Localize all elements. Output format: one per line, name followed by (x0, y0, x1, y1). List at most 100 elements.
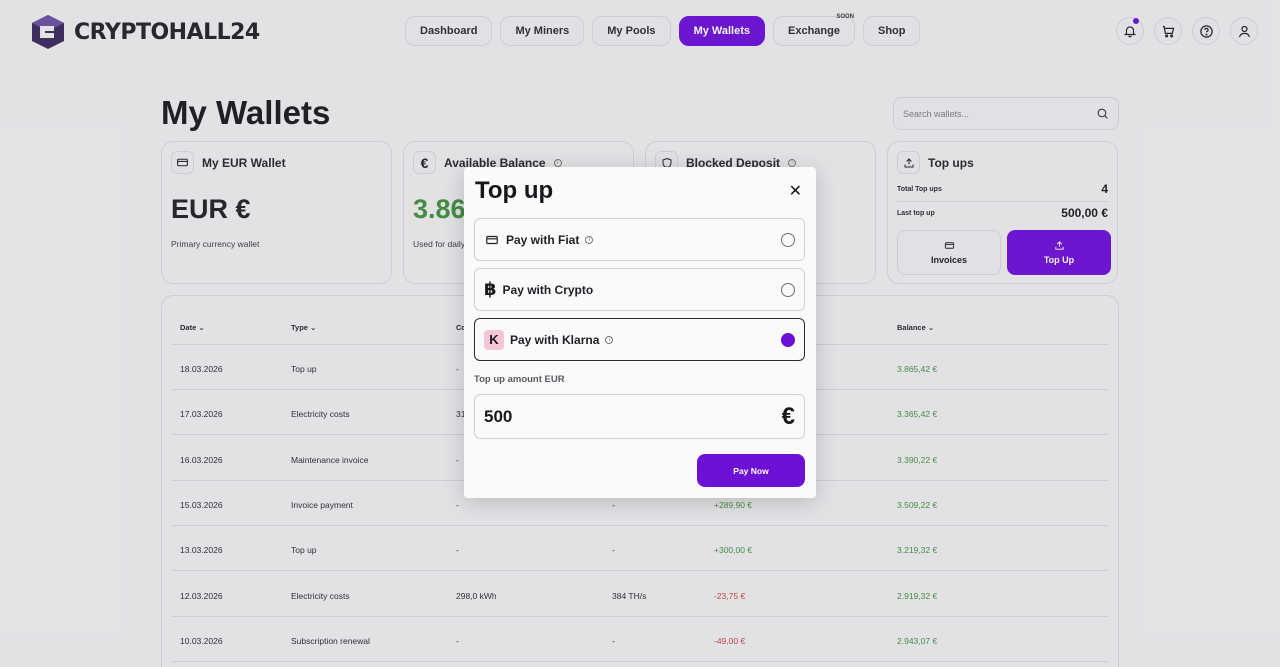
cell-date: 12.03.2026 (180, 590, 223, 601)
divider (172, 524, 1108, 526)
cell-consumption: - (456, 545, 459, 556)
column-header-type[interactable]: Type ⌄ (291, 323, 316, 332)
nav-label: My Pools (607, 25, 656, 37)
cart-icon (1162, 25, 1174, 37)
cell-type: Electricity costs (291, 409, 350, 420)
user-icon (1238, 25, 1250, 37)
info-icon[interactable]: i (553, 158, 562, 167)
euro-icon-box: € (413, 151, 436, 174)
credit-card-icon (486, 235, 498, 244)
invoices-button[interactable]: Invoices (897, 230, 1001, 275)
option-label: Pay with Klarna (510, 332, 600, 347)
upload-icon (1054, 241, 1064, 250)
card-title: Available Balance (444, 155, 546, 170)
last-top-up-value: 500,00 € (1061, 206, 1108, 220)
column-header-balance[interactable]: Balance ⌄ (897, 323, 934, 332)
klarna-radio[interactable] (781, 332, 795, 347)
cell-hashrate: - (612, 545, 615, 556)
nav-label: My Wallets (693, 25, 751, 37)
pay-with-crypto-option[interactable]: ฿ Pay with Crypto (474, 268, 805, 311)
invoices-label: Invoices (930, 255, 968, 265)
nav-exchange[interactable]: Exchange SOON (773, 14, 855, 46)
brand-logo[interactable]: CRYPTOHALL24 (30, 14, 260, 50)
search-icon[interactable] (1096, 107, 1109, 120)
header-label: Balance (897, 323, 926, 332)
top-ups-card: Top ups Total Top ups 4 Last top up 500,… (887, 141, 1118, 284)
cell-date: 17.03.2026 (180, 409, 223, 420)
nav-label: Shop (877, 25, 906, 37)
divider (172, 615, 1108, 617)
fiat-radio[interactable] (781, 232, 795, 247)
nav-my-miners[interactable]: My Miners (500, 16, 585, 46)
nav-my-wallets[interactable]: My Wallets (678, 16, 766, 46)
upload-icon-box (897, 151, 920, 174)
logo-icon (32, 15, 64, 49)
cell-consumption: - (456, 635, 459, 646)
help-button[interactable] (1192, 17, 1220, 45)
nav-label: My Miners (515, 25, 570, 37)
cell-consumption: - (456, 454, 459, 465)
cart-button[interactable] (1154, 17, 1182, 45)
bell-icon (1123, 26, 1137, 38)
nav-shop[interactable]: Shop (862, 16, 921, 46)
klarna-icon: K (484, 329, 504, 350)
brand-name: CRYPTOHALL24 (74, 19, 260, 45)
cell-type: Top up (291, 545, 317, 556)
cell-amount: -49,00 € (714, 635, 746, 646)
wallet-currency: EUR € (171, 194, 251, 224)
credit-card-icon (177, 158, 188, 167)
info-icon[interactable]: i (788, 158, 797, 167)
credit-card-icon (944, 242, 954, 249)
column-header-date[interactable]: Date ⌄ (180, 323, 205, 332)
cell-balance: 3.509,22 € (897, 499, 938, 510)
cell-amount: +300,00 € (714, 545, 753, 556)
nav-dashboard[interactable]: Dashboard (405, 16, 493, 46)
cell-amount: -23,75 € (714, 590, 746, 601)
amount-input[interactable] (484, 406, 782, 427)
amount-label: Top up amount EUR (474, 374, 565, 385)
top-up-button[interactable]: Top Up (1007, 230, 1111, 275)
available-balance-value: 3.86 (413, 194, 466, 224)
cell-balance: 3.365,42 € (897, 409, 938, 420)
pay-with-klarna-option[interactable]: K Pay with Klarna i (474, 318, 805, 361)
top-up-modal: Top up ✕ Pay with Fiat i ฿ Pay with Cryp… (464, 167, 816, 498)
cell-consumption: - (456, 499, 459, 510)
page-title: My Wallets (161, 94, 331, 131)
card-title: Top ups (928, 155, 974, 170)
nav-my-pools[interactable]: My Pools (592, 16, 671, 46)
header-label: Type (291, 323, 308, 332)
table-row[interactable]: 13.03.2026 Top up - - +300,00 € 3.219,32 € (162, 526, 1118, 572)
chevron-down-icon: ⌄ (198, 323, 205, 332)
column-header-consumption[interactable]: Co (456, 323, 466, 332)
notifications-button[interactable] (1116, 17, 1144, 45)
info-icon[interactable]: i (605, 335, 614, 344)
chevron-down-icon: ⌄ (310, 323, 317, 332)
pay-now-button[interactable]: Pay Now (697, 454, 805, 487)
cell-balance: 3.219,32 € (897, 545, 938, 556)
wallet-card-icon-box (171, 151, 194, 174)
cell-balance: 3.865,42 € (897, 364, 938, 374)
amount-field-box: € (474, 394, 805, 439)
table-row[interactable]: 12.03.2026 Electricity costs 298,0 kWh 384 … (162, 572, 1118, 617)
card-title: Blocked Deposit (686, 155, 781, 170)
cell-date: 15.03.2026 (180, 499, 223, 510)
info-icon[interactable]: i (585, 235, 594, 244)
modal-title: Top up (475, 177, 554, 204)
table-row[interactable]: 10.03.2026 Subscription renewal - - -49,00 €… (162, 617, 1118, 662)
nav-label: Dashboard (420, 25, 478, 37)
cell-hashrate: - (612, 499, 615, 510)
divider (897, 201, 1108, 202)
profile-button[interactable] (1230, 17, 1258, 45)
help-icon (1199, 24, 1213, 38)
close-icon[interactable]: ✕ (788, 183, 802, 200)
cell-balance: 2.919,32 € (897, 590, 938, 601)
option-label: Pay with Fiat (506, 232, 580, 247)
cell-balance: 2.943,07 € (897, 635, 938, 646)
search-box (893, 97, 1119, 130)
pay-with-fiat-option[interactable]: Pay with Fiat i (474, 218, 805, 261)
cell-date: 18.03.2026 (180, 364, 223, 374)
crypto-radio[interactable] (781, 282, 795, 297)
cell-type: Subscription renewal (291, 635, 370, 646)
search-input[interactable] (903, 108, 1096, 119)
table-row[interactable]: 15.03.2026 Invoice payment - - +289,90 € 3.50… (162, 481, 1118, 526)
